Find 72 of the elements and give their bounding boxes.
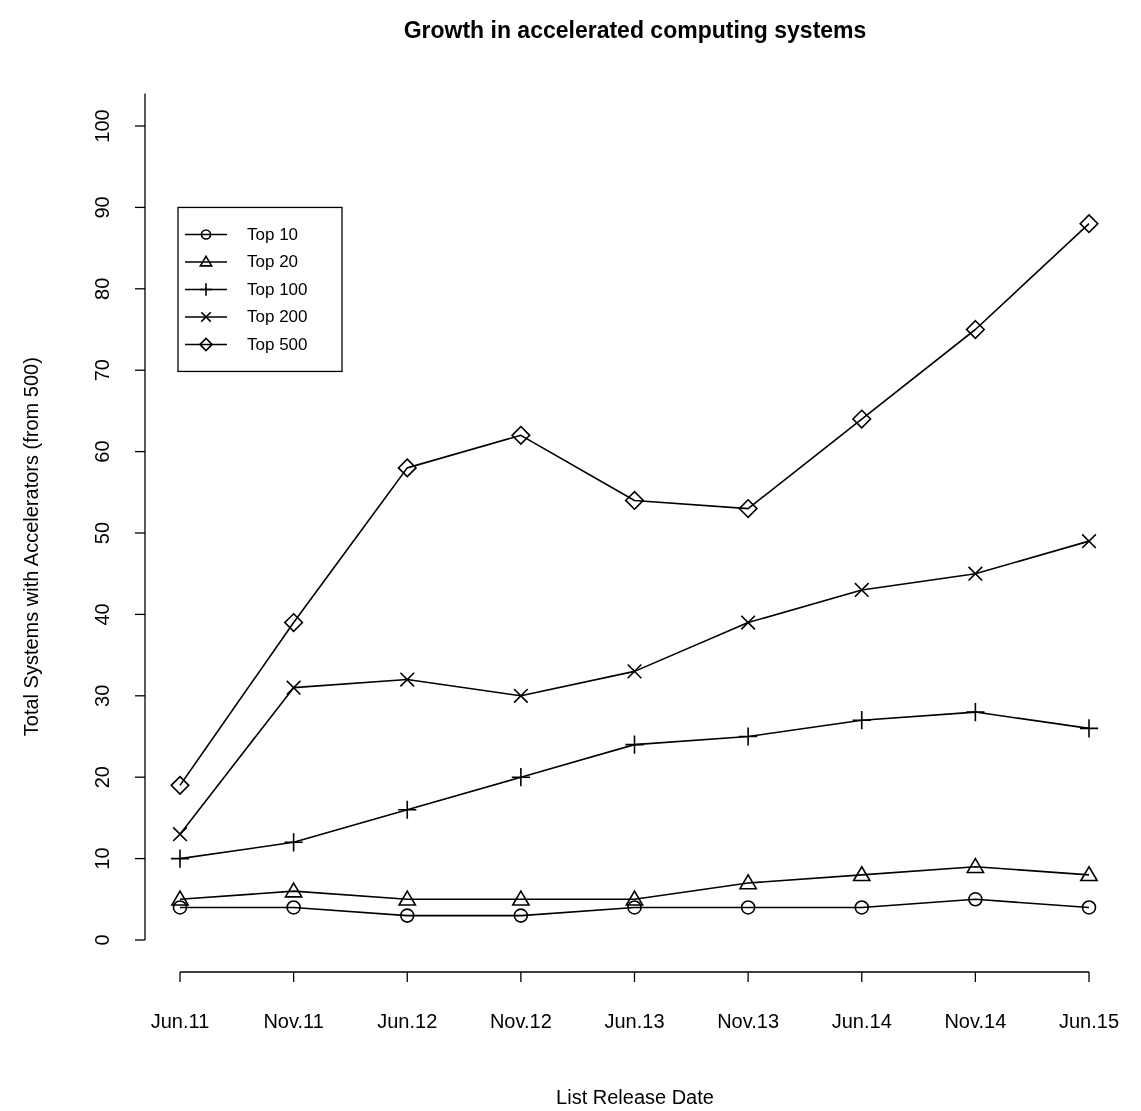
point [283,832,304,853]
y-tick-label: 70 [91,359,113,382]
y-tick-label: 90 [91,196,113,219]
y-tick-label: 0 [91,934,113,946]
point [172,900,188,915]
x-tick-label: Nov.13 [717,1010,780,1032]
point [738,726,759,747]
point [171,890,189,906]
point [852,409,872,429]
point [511,890,530,906]
point [627,900,642,915]
point [397,458,417,478]
y-tick-label: 30 [91,684,113,707]
x-tick-label: Nov.11 [263,1010,324,1032]
point [739,874,758,890]
point [172,826,188,842]
point [399,908,415,923]
point [399,671,415,688]
legend-label: Top 200 [247,307,308,327]
point [852,865,871,882]
point [513,908,529,923]
point [1081,900,1097,915]
x-axis-title: List Release Date [556,1086,714,1108]
x-tick-label: Jun.14 [831,1010,892,1032]
x-tick-label: Nov.14 [944,1010,1007,1032]
point [170,848,190,869]
point [740,614,756,631]
point [170,775,190,795]
point [968,892,983,907]
point [1081,533,1097,549]
y-tick-label: 60 [91,440,113,463]
y-tick-label: 10 [91,847,113,870]
point [286,680,302,696]
x-tick-label: Jun.15 [1058,1010,1120,1032]
point [625,890,644,906]
point [851,710,872,731]
point [965,702,986,722]
point [965,319,985,340]
point [1079,718,1099,739]
point [967,566,983,582]
y-tick-label: 50 [91,521,113,545]
point [624,490,645,511]
y-tick-label: 20 [91,766,113,789]
point [511,425,531,445]
point [854,900,870,915]
point [626,663,643,680]
point [624,734,645,755]
x-tick-label: Jun.12 [377,1010,438,1032]
point [966,857,985,874]
point [397,799,418,820]
point [740,900,756,915]
y-tick-label: 40 [91,603,113,626]
x-tick-label: Jun.13 [604,1010,665,1032]
point [854,582,870,598]
x-tick-label: Nov.12 [489,1010,552,1032]
point [513,688,529,704]
y-tick-label: 80 [91,277,113,300]
chart-title: Growth in accelerated computing systems [403,17,867,43]
point [284,612,304,633]
x-tick-label: Jun.11 [150,1010,210,1032]
y-tick-label: 100 [91,109,113,143]
y-axis-title: Total Systems with Accelerators (from 500) [20,357,42,737]
legend-label: Top 10 [247,224,299,244]
legend-label: Top 100 [247,279,308,299]
point [286,900,301,915]
point [738,499,758,519]
point [1080,865,1098,882]
point [284,882,303,898]
point [398,890,417,906]
legend-label: Top 20 [247,252,299,272]
legend-label: Top 500 [247,334,308,354]
point [1079,214,1099,234]
